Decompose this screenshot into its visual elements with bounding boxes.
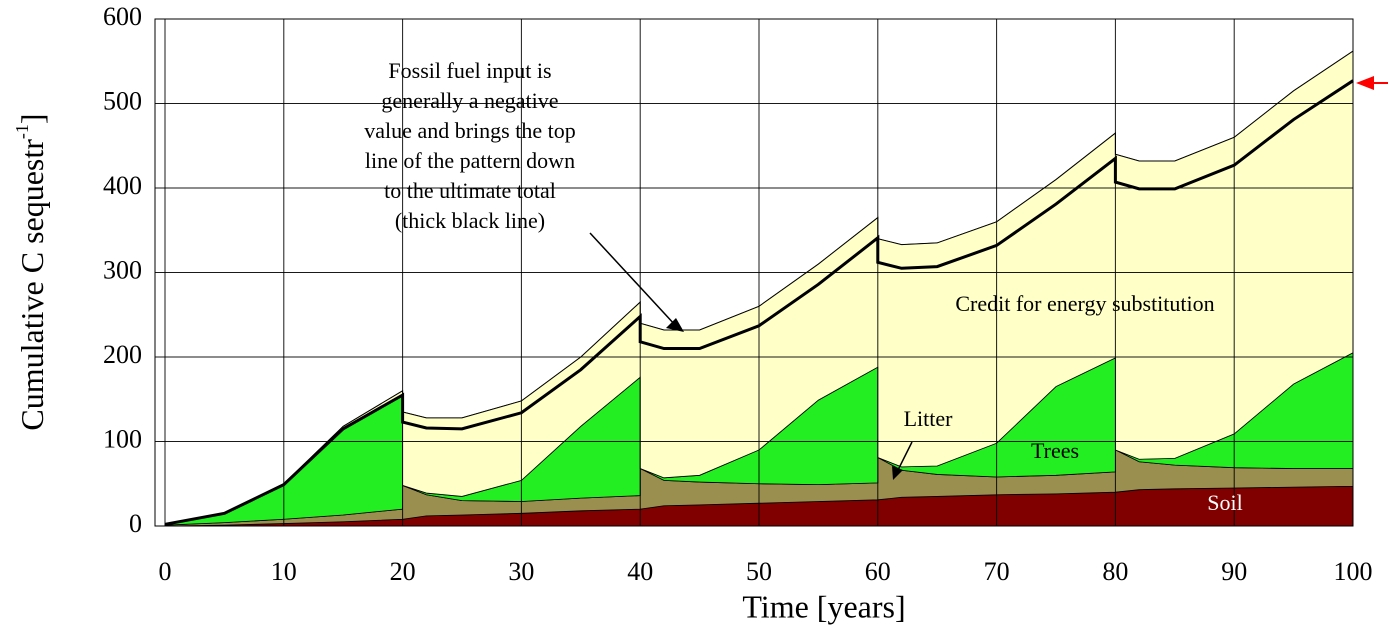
annotation-line: generally a negative <box>381 88 558 113</box>
litter-arrow <box>896 441 913 473</box>
annotation-line: value and brings the top <box>364 118 575 143</box>
litter-arrowhead <box>892 466 903 480</box>
annotation-arrow <box>589 232 677 327</box>
red-arrowhead <box>1356 76 1374 90</box>
x-tick-label: 50 <box>746 557 772 586</box>
x-tick-label: 20 <box>390 557 416 586</box>
x-tick-label: 100 <box>1334 557 1373 586</box>
x-tick-label: 70 <box>984 557 1010 586</box>
x-tick-label: 60 <box>865 557 891 586</box>
annotation-line: to the ultimate total <box>384 178 556 203</box>
y-tick-label: 500 <box>103 86 142 115</box>
annotation-line: line of the pattern down <box>365 148 575 173</box>
annotation-arrowhead <box>666 318 684 332</box>
x-tick-label: 10 <box>271 557 297 586</box>
y-tick-label: 200 <box>103 340 142 369</box>
x-tick-label: 0 <box>159 557 172 586</box>
plot-frame <box>154 18 1354 527</box>
annotation-line: Fossil fuel input is <box>388 58 551 83</box>
y-axis-label: Cumulative C sequestr-1] <box>12 113 50 430</box>
y-tick-label: 100 <box>103 424 142 453</box>
y-tick-label: 400 <box>103 171 142 200</box>
y-axis-label-main: Cumulative C sequestr <box>14 139 50 431</box>
x-tick-label: 40 <box>627 557 653 586</box>
x-tick-label: 80 <box>1102 557 1128 586</box>
series-label: Soil <box>1207 490 1242 515</box>
y-tick-label: 600 <box>103 2 142 31</box>
annotation-background <box>300 55 640 240</box>
x-tick-label: 30 <box>508 557 534 586</box>
annotation-line: (thick black line) <box>395 208 545 233</box>
x-axis-label: Time [years] <box>742 588 905 624</box>
series-label: Credit for energy substitution <box>955 291 1214 316</box>
y-tick-label: 300 <box>103 255 142 284</box>
series-label: Trees <box>1031 438 1079 463</box>
y-axis-label-end: ] <box>14 113 50 124</box>
series-label: Litter <box>904 406 954 431</box>
y-tick-label: 0 <box>129 509 142 538</box>
x-tick-label: 90 <box>1221 557 1247 586</box>
y-axis-label-sup: -1 <box>12 124 32 139</box>
